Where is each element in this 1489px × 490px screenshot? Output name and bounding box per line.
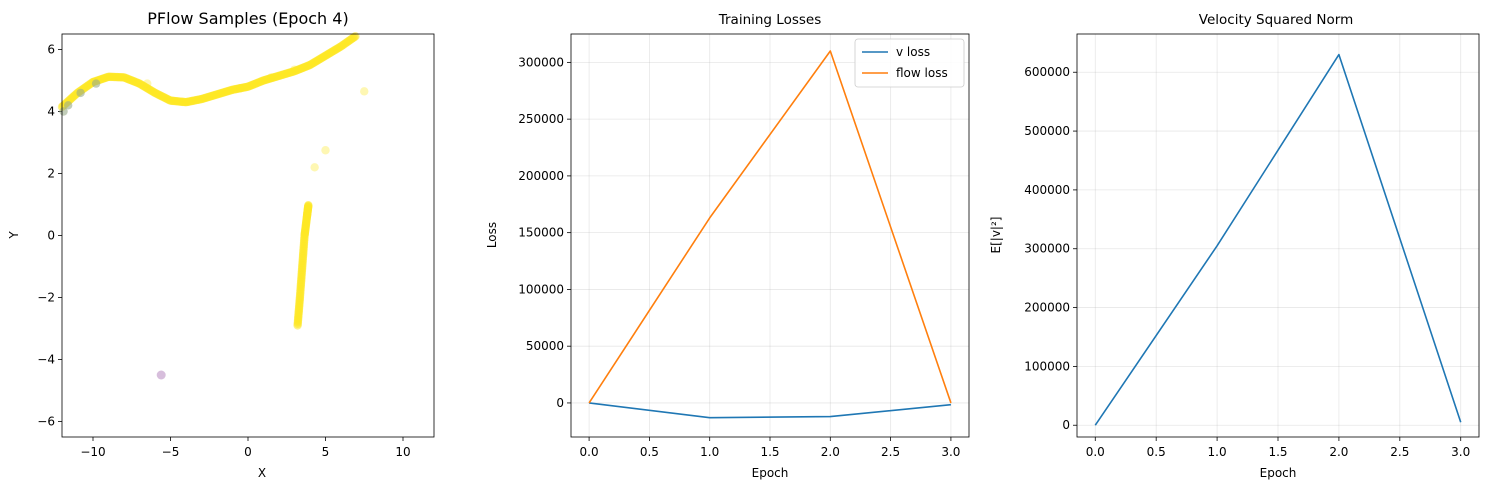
x-tick-label: 10 (395, 445, 410, 459)
chart-title: Training Losses (718, 12, 822, 28)
x-tick-label: 3.0 (1451, 445, 1470, 459)
chart-title: Velocity Squared Norm (1199, 12, 1353, 28)
sample-point (59, 107, 68, 116)
scatter-panel: PFlow Samples (Epoch 4) −10 −5 0 5 10 −6 −4 −2 0… (7, 9, 435, 480)
y-axis-label: Loss (485, 222, 499, 248)
sample-point (321, 146, 330, 155)
y-tick-label: 0 (47, 229, 55, 243)
sample-point (143, 79, 152, 88)
x-tick-label: 1.0 (1208, 445, 1227, 459)
sample-point (310, 163, 319, 172)
y-tick-label: 150000 (518, 226, 564, 240)
x-tick-label: 2.0 (821, 445, 840, 459)
x-tick-label: −5 (162, 445, 180, 459)
y-tick-label: 100000 (518, 282, 564, 296)
y-tick-label: 400000 (1024, 183, 1070, 197)
y-tick-label: 6 (47, 43, 55, 57)
y-tick-label: 250000 (518, 112, 564, 126)
x-tick-label: 1.5 (1268, 445, 1287, 459)
sample-point (351, 32, 360, 41)
y-tick-label: 500000 (1024, 124, 1070, 138)
training-losses-panel: Training Losses 0.0 0.5 1.0 1.5 2.0 2.5 3.0 0 50… (485, 12, 970, 480)
sample-point (91, 79, 101, 88)
x-tick-label: 0.5 (1147, 445, 1166, 459)
y-tick-label: 300000 (518, 55, 564, 69)
x-tick-label: 0 (244, 445, 252, 459)
sample-point (76, 88, 85, 98)
x-axis-label: Epoch (752, 466, 789, 480)
plot-frame (61, 33, 435, 438)
legend-box (854, 38, 965, 88)
plot-frame (570, 33, 970, 438)
velocity-norm-panel: Velocity Squared Norm 0.0 0.5 1.0 1.5 2.0 2.5… (989, 12, 1480, 480)
series-line-1 (588, 50, 952, 404)
x-tick-label: 0.0 (580, 445, 599, 459)
y-axis-label: E[|v|²] (989, 217, 1003, 254)
sample-point (304, 200, 313, 210)
y-tick-label: −6 (37, 415, 55, 429)
y-tick-label: 600000 (1024, 65, 1070, 79)
y-tick-label: 50000 (526, 339, 564, 353)
legend-label-v-loss: v loss (896, 45, 930, 59)
y-tick-label: 200000 (518, 169, 564, 183)
sample-point (236, 84, 245, 93)
outlier-point (156, 370, 166, 380)
sample-point (290, 65, 299, 74)
y-tick-label: 300000 (1024, 242, 1070, 256)
x-tick-label: 0.5 (640, 445, 659, 459)
x-tick-label: −10 (80, 445, 105, 459)
x-tick-label: 0.0 (1086, 445, 1105, 459)
x-tick-label: 1.0 (700, 445, 719, 459)
x-axis-label: Epoch (1260, 466, 1297, 480)
x-tick-label: 3.0 (941, 445, 960, 459)
x-tick-label: 5 (322, 445, 330, 459)
x-tick-label: 2.5 (1390, 445, 1409, 459)
sample-point (267, 73, 276, 82)
x-axis-label: X (258, 466, 266, 480)
x-tick-label: 2.0 (1329, 445, 1348, 459)
y-tick-label: 2 (47, 167, 55, 181)
y-tick-label: −2 (37, 291, 55, 305)
y-tick-label: 0 (1062, 418, 1070, 432)
sample-point (360, 87, 369, 96)
legend-label-flow-loss: flow loss (896, 66, 948, 80)
y-tick-label: 100000 (1024, 359, 1070, 373)
sample-point (63, 101, 73, 110)
y-tick-label: −4 (37, 353, 55, 367)
x-tick-label: 2.5 (881, 445, 900, 459)
legend: v loss flow loss (854, 38, 965, 88)
x-tick-label: 1.5 (760, 445, 779, 459)
chart-title: PFlow Samples (Epoch 4) (147, 9, 348, 28)
y-tick-label: 4 (47, 105, 55, 119)
y-tick-label: 0 (556, 396, 564, 410)
series-line-0 (1094, 53, 1462, 426)
y-axis-label: Y (7, 231, 21, 240)
y-tick-label: 200000 (1024, 301, 1070, 315)
series-line-0 (588, 402, 951, 419)
plot-frame (1076, 33, 1480, 438)
